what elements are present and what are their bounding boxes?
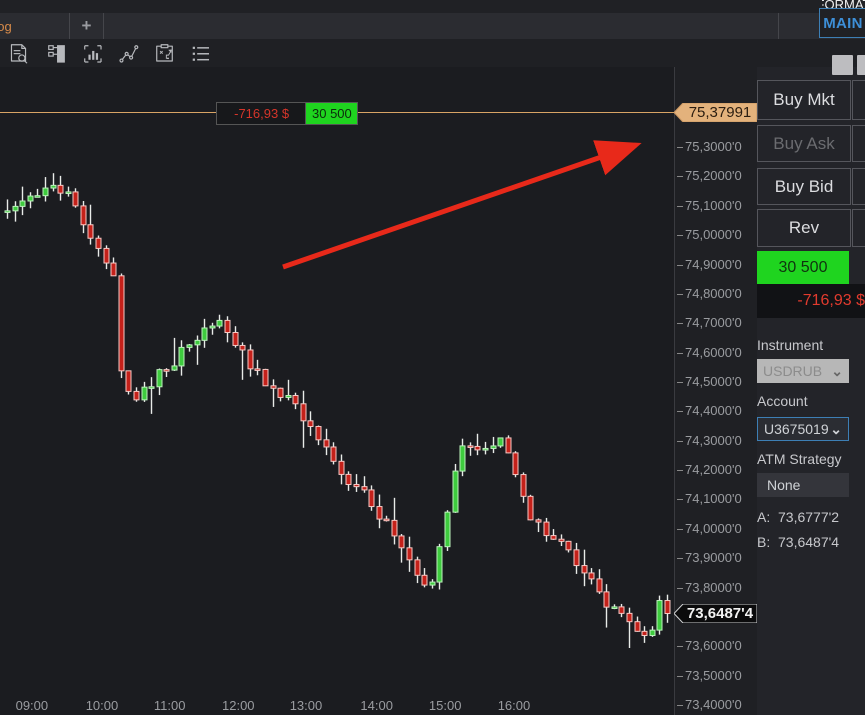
svg-text:73,6487'4: 73,6487'4 xyxy=(687,605,754,622)
svg-text:75,37991: 75,37991 xyxy=(689,104,752,121)
